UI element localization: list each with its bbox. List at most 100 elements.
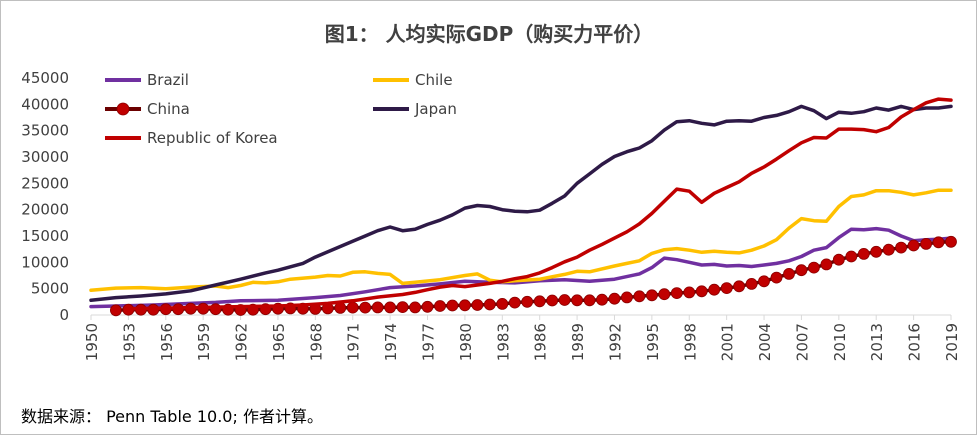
x-tick-label: 1980 [457,323,475,361]
x-tick-label: 1971 [345,323,363,361]
data-point [783,267,795,280]
data-point [471,299,484,311]
data-point [758,275,770,288]
data-point [434,300,446,312]
data-point [633,290,646,303]
data-point [920,237,932,250]
data-point [458,299,471,312]
x-tick-label: 1983 [494,323,512,361]
legend-label: Chile [415,71,453,89]
legend-item: Republic of Korea [105,129,278,147]
y-tick-label: 10000 [21,253,69,271]
data-point [882,243,895,256]
x-tick-label: 1995 [644,323,662,361]
data-point [646,289,658,302]
data-point [808,261,820,274]
data-point [483,298,496,311]
data-point [895,241,907,254]
data-point [571,294,583,307]
y-tick-label: 20000 [21,201,69,219]
legend-item: Brazil [105,71,189,89]
series-japan [89,104,953,303]
data-point [845,250,858,263]
data-point [359,301,372,314]
data-point [409,301,422,314]
data-point [546,294,559,307]
data-point [870,245,883,258]
series-line [89,104,953,303]
legend: Brazil Chile China Japan Republic of Korea [105,71,457,147]
y-tick-label: 30000 [21,148,69,166]
series-line [126,97,953,311]
data-point [670,287,683,300]
x-tick-label: 1956 [158,323,176,361]
x-tick-label: 2010 [831,323,849,361]
series-republic-of-korea [126,97,953,311]
x-tick-label: 2016 [906,323,924,361]
data-point [583,294,596,307]
data-point [932,236,945,249]
x-tick-label: 1992 [606,323,624,361]
x-tick-label: 2007 [793,323,811,361]
y-tick-label: 45000 [21,69,69,87]
legend-label: China [147,100,190,118]
x-tick-label: 1950 [83,323,101,361]
x-tick-label: 1998 [681,323,699,361]
legend-item: Chile [373,71,453,89]
x-tick-label: 1989 [569,323,587,361]
data-point [832,253,845,266]
series-line [89,226,953,309]
x-tick-label: 1977 [420,323,438,361]
series-lines [89,97,957,317]
series-brazil [89,226,953,309]
data-point [346,301,359,314]
data-point [110,304,122,317]
chart-title: 图1： 人均实际GDP（购买力平价） [325,22,654,46]
series-chile [89,188,953,292]
legend-label: Japan [414,100,457,118]
data-point [907,239,920,252]
x-tick-label: 1974 [382,323,400,361]
x-tick-label: 2001 [719,323,737,361]
data-point [720,282,733,295]
data-point [820,258,833,271]
data-point [421,300,434,313]
data-point [533,295,546,308]
legend-item: Japan [373,100,457,118]
y-tick-label: 25000 [21,174,69,192]
data-point [508,296,521,309]
data-point [621,291,633,304]
data-point [521,295,534,308]
data-point [496,297,509,310]
data-point [446,299,459,312]
x-tick-label: 1968 [307,323,325,361]
data-point [708,283,721,296]
y-tick-label: 35000 [21,122,69,140]
legend-marker [116,102,130,116]
y-tick-label: 40000 [21,95,69,113]
data-point [770,271,783,284]
data-point [683,286,696,299]
series-line [89,188,953,292]
data-point [745,277,758,290]
source-note: 数据来源： Penn Table 10.0; 作者计算。 [21,407,323,426]
y-tick-label: 5000 [31,280,69,298]
data-point [608,292,621,305]
data-point [795,264,808,277]
x-tick-label: 1962 [233,323,251,361]
data-point [384,301,397,314]
data-point [857,247,870,260]
data-point [945,235,957,248]
legend-item: China [105,100,190,118]
x-tick-label: 1959 [195,323,213,361]
axes: 0 5000 10000 15000 20000 25000 30000 35000 40000… [21,69,961,361]
data-point [558,294,571,306]
x-tick-label: 2019 [943,323,961,361]
x-tick-label: 2004 [756,323,774,361]
data-point [658,288,671,301]
legend-label: Republic of Korea [147,129,278,147]
data-point [396,301,409,314]
x-tick-label: 1953 [120,323,138,361]
